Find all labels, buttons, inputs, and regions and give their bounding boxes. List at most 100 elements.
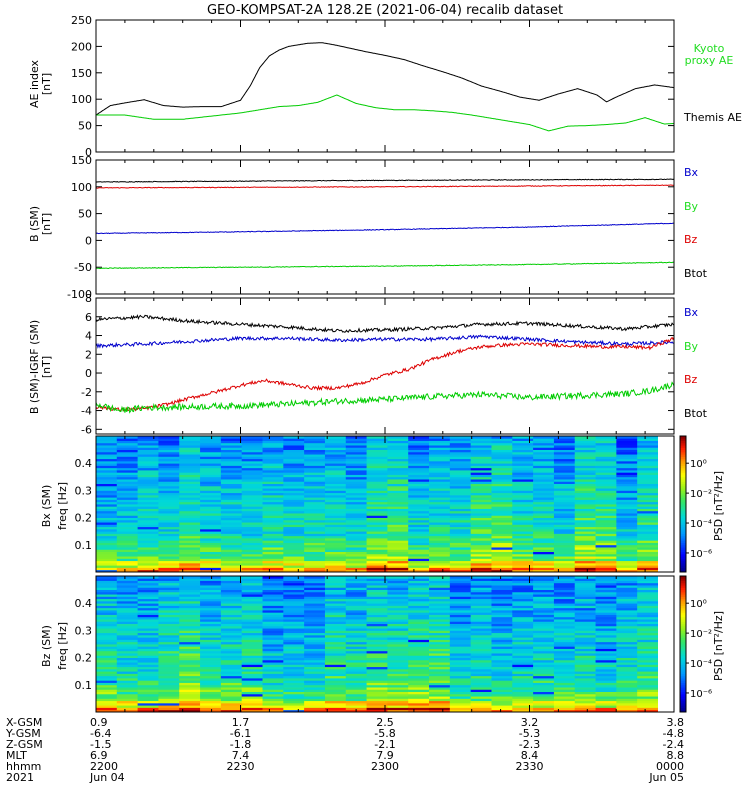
heatmap-cell [324, 623, 347, 627]
heatmap-cell [408, 709, 430, 713]
heatmap-cell [220, 639, 243, 643]
heatmap-cell [387, 560, 409, 564]
heatmap-cell [616, 494, 638, 498]
heatmap-cell [324, 600, 347, 604]
heatmap-cell [283, 560, 305, 564]
heatmap-cell [200, 562, 222, 566]
heatmap-cell [262, 569, 284, 573]
heatmap-cell [595, 538, 617, 541]
heatmap-cell [116, 596, 139, 600]
heatmap-cell [595, 625, 617, 629]
heatmap-cell [637, 556, 659, 559]
colorbar-step [680, 610, 686, 613]
heatmap-cell [449, 494, 472, 498]
colorbar-step [680, 668, 686, 672]
heatmap-cell [137, 623, 159, 627]
heatmap-cell [116, 603, 139, 606]
heatmap-cell [512, 709, 534, 713]
heatmap-cell [200, 644, 222, 647]
heatmap-cell [408, 445, 430, 448]
heatmap-cell [574, 680, 596, 683]
heatmap-cell [470, 474, 492, 478]
heatmap-cell [470, 691, 492, 695]
colorbar-step [680, 522, 686, 525]
heatmap-cell [387, 544, 409, 548]
heatmap-cell [262, 449, 284, 453]
heatmap-cell [241, 675, 263, 679]
heatmap-cell [429, 687, 451, 690]
heatmap-cell [262, 531, 284, 534]
heatmap-cell [116, 447, 139, 450]
heatmap-cell [574, 637, 596, 640]
heatmap-cell [616, 474, 638, 478]
heatmap-cell [324, 519, 347, 523]
heatmap-cell [533, 587, 555, 590]
colorbar-step [680, 607, 686, 611]
heatmap-cell [449, 648, 472, 652]
heatmap-cell [408, 591, 430, 595]
heatmap-cell [616, 691, 638, 695]
heatmap-cell [491, 678, 513, 681]
colorbar-step [680, 538, 686, 541]
heatmap-cell [158, 499, 180, 503]
heatmap-cell [616, 513, 638, 516]
heatmap-cell [137, 515, 159, 518]
heatmap-cell [512, 630, 534, 634]
heatmap-cell [491, 547, 513, 550]
heatmap-cell [387, 562, 409, 566]
heatmap-cell [220, 562, 243, 566]
heatmap-cell [387, 691, 409, 695]
heatmap-cell [616, 442, 638, 446]
heatmap-cell [220, 485, 243, 489]
heatmap-cell [137, 445, 159, 448]
heatmap-cell [553, 524, 576, 528]
heatmap-cell [449, 510, 472, 514]
heatmap-cell [345, 607, 367, 611]
heatmap-cell [387, 700, 409, 704]
heatmap-cell [158, 467, 180, 471]
heatmap-cell [366, 515, 388, 518]
heatmap-cell [345, 528, 367, 532]
heatmap-cell [366, 544, 388, 548]
heatmap-cell [366, 580, 388, 584]
heatmap-cell [574, 526, 596, 530]
heatmap-cell [283, 594, 305, 597]
heatmap-cell [616, 535, 638, 539]
heatmap-cell [96, 610, 118, 613]
heatmap-cell [512, 687, 534, 690]
heatmap-cell [158, 510, 180, 514]
heatmap-cell [408, 553, 430, 557]
ytick-label: -100 [67, 288, 92, 301]
heatmap-cell [96, 648, 118, 652]
panel-spec-bx: Bx (SM) freq [Hz] 0.10.20.30.4 10⁰10⁻²10… [40, 435, 725, 573]
heatmap-cell [179, 646, 201, 649]
heatmap-cell [429, 458, 451, 462]
heatmap-cell [179, 565, 201, 568]
heatmap-cell [200, 576, 222, 579]
heatmap-cell [116, 479, 139, 482]
heatmap-cell [345, 481, 367, 484]
heatmap-cell [158, 610, 180, 613]
heatmap-cell [470, 483, 492, 487]
heatmap-cell [262, 585, 284, 588]
heatmap-cell [512, 460, 534, 464]
heatmap-cell [262, 456, 284, 460]
heatmap-cell [96, 556, 118, 559]
heatmap-cell [283, 698, 305, 702]
heatmap-cell [158, 567, 180, 571]
spec-bx-ylabel: Bx (SM) [40, 485, 53, 528]
heatmap-cell [116, 549, 139, 552]
heatmap-cell [366, 610, 388, 613]
heatmap-cell [574, 542, 596, 546]
heatmap-cell [96, 445, 118, 448]
heatmap-cell [449, 684, 472, 688]
heatmap-cell [429, 508, 451, 512]
heatmap-cell [533, 551, 555, 555]
heatmap-cell [345, 700, 367, 704]
heatmap-cell [470, 702, 492, 706]
heatmap-cell [553, 526, 576, 530]
heatmap-cell [116, 540, 139, 543]
heatmap-cell [533, 687, 555, 690]
heatmap-cell [512, 625, 534, 629]
heatmap-cell [345, 483, 367, 487]
